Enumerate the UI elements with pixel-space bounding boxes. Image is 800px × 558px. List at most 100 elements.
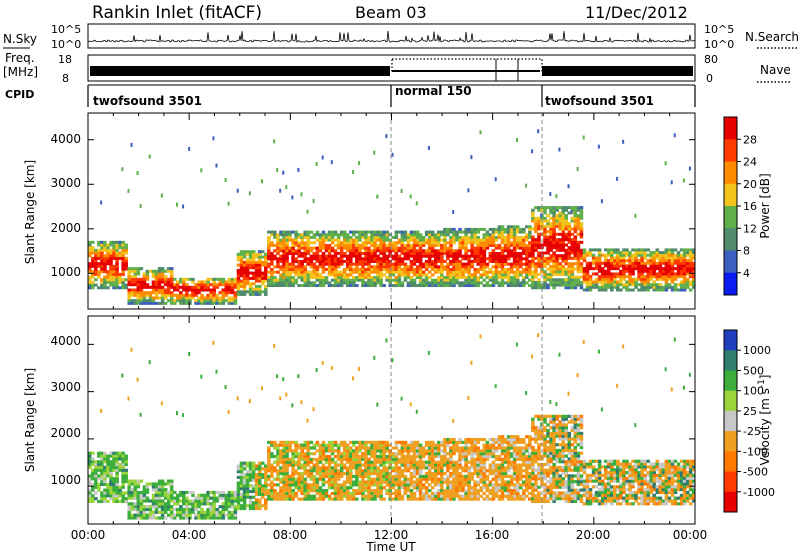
power-cell <box>282 252 286 255</box>
power-cell <box>395 241 399 244</box>
power-cell <box>504 231 508 234</box>
power-cell <box>513 276 517 279</box>
velocity-cell <box>191 491 195 494</box>
velocity-cell <box>431 481 435 484</box>
velocity-cell <box>352 452 356 455</box>
power-cell <box>316 260 320 263</box>
velocity-cell <box>443 489 447 492</box>
power-cell <box>489 255 493 258</box>
velocity-cell <box>349 492 353 495</box>
power-cell <box>143 299 147 302</box>
power-cell <box>671 289 675 292</box>
velocity-cell <box>240 462 244 465</box>
power-cell <box>674 289 678 292</box>
velocity-cell <box>413 492 417 495</box>
power-cell <box>401 231 405 234</box>
power-cell <box>428 241 432 244</box>
power-cell <box>604 289 608 292</box>
power-cell <box>634 286 638 289</box>
power-cell <box>543 225 547 228</box>
power-cell <box>149 302 153 305</box>
power-cell <box>413 231 417 234</box>
power-cell <box>206 280 210 283</box>
power-cell <box>127 294 131 297</box>
power-cell <box>434 241 438 244</box>
power-cell <box>328 247 332 250</box>
power-cell <box>507 228 511 231</box>
power-cell <box>504 276 508 279</box>
power-cell <box>285 241 289 244</box>
power-cell <box>640 286 644 289</box>
velocity-cell <box>361 455 365 458</box>
velocity-cell <box>352 449 356 452</box>
power-cell <box>97 262 101 265</box>
power-cell <box>437 244 441 247</box>
power-cb-label: Power [dB] <box>758 173 772 238</box>
power-cell <box>398 263 402 266</box>
power-cell <box>662 251 666 254</box>
velocity-cell <box>401 449 405 452</box>
power-cell <box>561 225 565 228</box>
power-cell <box>528 244 532 247</box>
power-cell <box>513 244 517 247</box>
power-cell <box>349 249 353 252</box>
power-cell <box>665 256 669 259</box>
power-cell <box>577 257 581 260</box>
power-cell <box>619 283 623 286</box>
power-cell <box>176 283 180 286</box>
power-cell <box>249 282 253 285</box>
power-cell <box>428 265 432 268</box>
power-cell <box>619 270 623 273</box>
power-cell <box>571 281 575 284</box>
velocity-cell <box>146 499 150 502</box>
power-cell <box>143 272 147 275</box>
power-cell <box>564 278 568 281</box>
power-cell <box>543 278 547 281</box>
power-cell <box>446 276 450 279</box>
velocity-cell <box>279 469 283 472</box>
power-cell <box>607 259 611 262</box>
power-cell <box>680 270 684 273</box>
power-cell <box>643 251 647 254</box>
power-cell <box>656 248 660 251</box>
power-cell <box>273 284 277 287</box>
power-cell <box>561 241 565 244</box>
power-cell <box>455 257 459 260</box>
velocity-heatmap <box>88 333 696 519</box>
velocity-cell <box>91 474 95 477</box>
power-cell <box>109 281 113 284</box>
power-cell <box>134 270 138 273</box>
power-cell <box>349 257 353 260</box>
power-cell <box>501 284 505 287</box>
velocity-cell <box>270 463 274 466</box>
velocity-cell <box>349 449 353 452</box>
power-cell <box>222 297 226 300</box>
power-cell <box>319 247 323 250</box>
velocity-cell <box>404 444 408 447</box>
power-cell <box>352 276 356 279</box>
velocity-cell <box>215 491 219 494</box>
power-cell <box>413 241 417 244</box>
power-cell <box>516 225 520 228</box>
power-cell <box>598 270 602 273</box>
power-cell <box>398 281 402 284</box>
power-cell <box>525 257 529 260</box>
power-cell <box>531 209 535 212</box>
velocity-cell <box>349 475 353 478</box>
power-cell <box>437 233 441 236</box>
power-cell <box>155 286 159 289</box>
power-cell <box>215 294 219 297</box>
power-cell <box>385 260 389 263</box>
velocity-cell <box>270 444 274 447</box>
power-cell <box>419 268 423 271</box>
velocity-cell <box>355 452 359 455</box>
power-cell <box>616 251 620 254</box>
velocity-cell <box>382 481 386 484</box>
power-cell <box>470 273 474 276</box>
power-cell <box>583 270 587 273</box>
velocity-cell <box>234 497 238 500</box>
power-cell <box>176 280 180 283</box>
velocity-cell <box>410 441 414 444</box>
velocity-cell <box>215 508 219 511</box>
power-cell <box>549 278 553 281</box>
